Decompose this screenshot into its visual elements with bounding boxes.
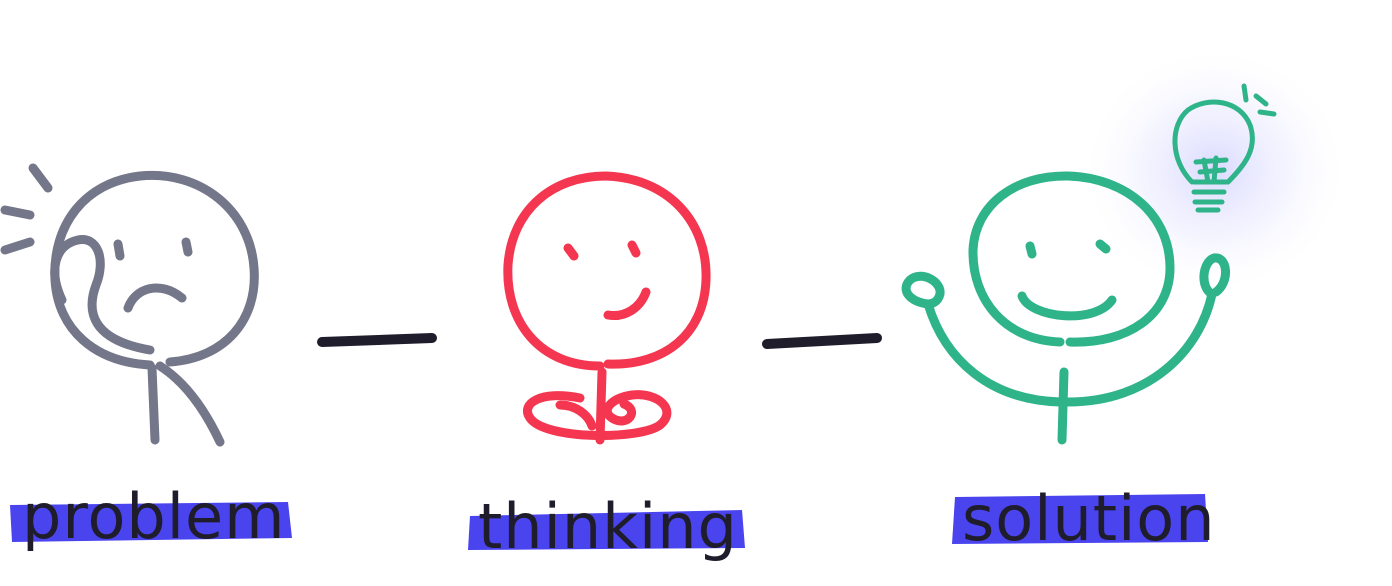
label-solution: solution <box>962 482 1216 555</box>
solution-figure <box>901 171 1230 445</box>
label-highlight <box>952 494 1208 544</box>
label-highlight <box>468 510 745 550</box>
eye <box>627 240 641 258</box>
label-thinking: thinking <box>478 490 738 563</box>
hand <box>555 400 597 431</box>
eye <box>181 237 193 257</box>
stress-mark <box>0 205 35 220</box>
lightbulb-icon <box>1172 83 1277 213</box>
smile-mouth <box>603 287 651 321</box>
stress-mark <box>0 237 35 255</box>
body-line <box>1057 367 1069 445</box>
label-highlight <box>10 502 292 542</box>
arm-line <box>155 361 225 447</box>
body-line <box>147 363 160 445</box>
eye <box>113 239 125 261</box>
eye <box>1025 241 1037 259</box>
thinking-face-icon <box>503 171 711 371</box>
crossed-arms <box>523 390 672 440</box>
connector-line <box>762 333 882 349</box>
eye <box>563 243 579 261</box>
stress-mark <box>28 163 53 193</box>
connector-line <box>317 333 437 347</box>
label-problem: problem <box>22 480 286 553</box>
worried-face-icon <box>50 170 259 370</box>
problem-figure <box>0 163 259 447</box>
body-line <box>595 367 607 445</box>
chin-hand <box>50 235 155 355</box>
thinking-figure <box>503 171 711 445</box>
raised-arm <box>1063 289 1217 407</box>
raised-arm <box>923 299 1065 407</box>
frown-mouth <box>123 283 187 313</box>
eye <box>1095 239 1111 254</box>
smile-mouth <box>1017 291 1117 321</box>
raised-hand <box>901 271 945 309</box>
raised-hand <box>1199 253 1230 299</box>
happy-face-icon <box>968 171 1175 347</box>
